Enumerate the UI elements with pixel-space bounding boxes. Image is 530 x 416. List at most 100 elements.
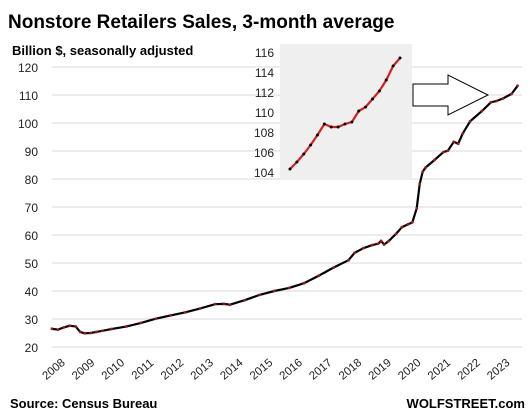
y-tick-label: 120 xyxy=(18,61,38,75)
data-point xyxy=(489,100,493,104)
data-point xyxy=(243,298,247,302)
data-point xyxy=(433,158,436,162)
data-point xyxy=(62,326,66,329)
data-point xyxy=(379,239,383,243)
inset-data-point xyxy=(377,89,381,93)
data-point xyxy=(480,109,484,113)
data-point xyxy=(213,302,217,306)
x-tick-label: 2021 xyxy=(426,357,453,383)
series-line xyxy=(51,85,519,335)
data-point xyxy=(258,293,261,297)
inset-data-point xyxy=(357,109,361,113)
data-point xyxy=(376,242,380,246)
data-point xyxy=(418,182,422,186)
inset-data-point xyxy=(350,120,354,124)
data-point xyxy=(361,246,365,250)
inset-data-point xyxy=(288,167,292,171)
data-point xyxy=(124,325,128,328)
data-point xyxy=(287,286,291,290)
y-axis-label: Billion $, seasonally adjusted xyxy=(12,43,193,58)
inset-y-tick-label: 104 xyxy=(254,166,274,180)
inset-data-point xyxy=(309,143,313,147)
data-point xyxy=(184,310,187,314)
callout-arrow xyxy=(412,74,490,116)
data-point xyxy=(50,327,54,331)
x-tick-label: 2014 xyxy=(218,356,246,382)
y-tick-label: 70 xyxy=(25,201,39,215)
data-point xyxy=(89,331,92,335)
x-tick-label: 2015 xyxy=(248,357,275,383)
y-tick-label: 30 xyxy=(25,313,39,327)
inset-data-point xyxy=(371,97,374,101)
data-point xyxy=(317,274,321,277)
x-tick-label: 2016 xyxy=(278,357,305,383)
x-tick-label: 2010 xyxy=(100,357,127,383)
data-point xyxy=(101,329,104,333)
inset-y-tick-label: 108 xyxy=(254,126,274,140)
data-point xyxy=(394,232,398,236)
data-point xyxy=(272,289,276,293)
inset-data-point xyxy=(322,122,326,126)
data-point xyxy=(353,251,356,255)
data-point xyxy=(228,303,232,307)
inset-data-point xyxy=(295,160,299,164)
x-tick-label: 2011 xyxy=(130,357,157,382)
inset-data-point xyxy=(329,125,333,129)
data-point xyxy=(495,99,499,103)
data-point xyxy=(154,317,158,321)
y-tick-label: 40 xyxy=(25,285,39,299)
data-point xyxy=(387,239,390,243)
data-point xyxy=(169,313,173,317)
data-point xyxy=(501,97,505,101)
data-point xyxy=(68,324,72,328)
data-point xyxy=(461,132,465,136)
data-point xyxy=(421,170,425,174)
y-tick-label: 100 xyxy=(18,117,38,131)
x-tick-label: 2020 xyxy=(396,357,423,383)
x-tick-label: 2009 xyxy=(70,357,97,383)
data-point xyxy=(95,330,98,334)
x-tick-label: 2008 xyxy=(40,357,67,383)
data-point xyxy=(78,330,82,334)
source-note: Source: Census Bureau xyxy=(10,396,157,411)
x-tick-label: 2019 xyxy=(367,357,394,383)
data-point xyxy=(424,166,428,169)
data-point xyxy=(83,331,87,335)
x-tick-label: 2013 xyxy=(189,357,216,383)
data-point xyxy=(452,140,456,144)
data-point xyxy=(468,119,472,123)
y-tick-label: 50 xyxy=(25,257,39,271)
x-tick-label: 2022 xyxy=(456,357,483,383)
inset-data-point xyxy=(336,125,340,129)
inset-y-tick-label: 106 xyxy=(254,146,274,160)
data-point xyxy=(302,281,306,285)
inset-y-tick-labels: 104 106 108 110 112 114 116 xyxy=(254,46,274,180)
data-point xyxy=(406,222,410,226)
y-tick-label: 60 xyxy=(25,229,39,243)
x-tick-label: 2023 xyxy=(485,357,512,383)
data-point xyxy=(222,302,226,306)
data-point xyxy=(415,207,419,210)
data-point xyxy=(510,92,514,96)
inset-data-point xyxy=(316,133,319,137)
data-point xyxy=(109,327,113,331)
inset-data-point xyxy=(364,105,368,109)
x-tick-label: 2012 xyxy=(159,357,186,383)
inset-chart: 104 106 108 110 112 114 116 xyxy=(254,44,412,180)
chart-title: Nonstore Retailers Sales, 3-month averag… xyxy=(8,12,394,33)
y-tick-label: 110 xyxy=(19,89,38,103)
data-point xyxy=(446,149,450,153)
data-point xyxy=(347,258,350,262)
data-point xyxy=(382,243,386,246)
inset-y-tick-label: 110 xyxy=(255,106,274,120)
data-point xyxy=(370,243,374,247)
inset-series xyxy=(288,56,402,171)
y-tick-label: 80 xyxy=(25,173,39,187)
inset-data-point xyxy=(343,122,347,126)
main-series xyxy=(50,84,519,335)
main-x-tick-labels: 2008 2009 2010 2011 2012 2013 2014 2015 2016 2017… xyxy=(40,356,512,382)
y-tick-label: 20 xyxy=(25,341,39,355)
inset-data-point xyxy=(384,78,388,82)
data-point xyxy=(410,221,414,224)
